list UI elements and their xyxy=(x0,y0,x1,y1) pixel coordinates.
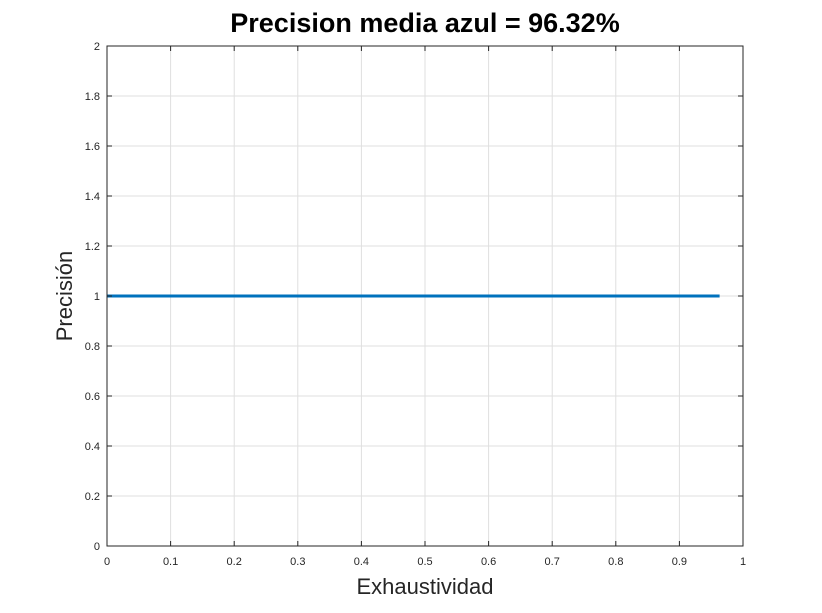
x-tick-label: 0.8 xyxy=(608,556,623,568)
y-tick-label: 0.6 xyxy=(85,391,100,403)
chart-title: Precision media azul = 96.32% xyxy=(230,8,619,38)
y-axis-label: Precisión xyxy=(52,251,77,341)
y-tick-label: 0.8 xyxy=(85,341,100,353)
y-tick-label: 0.4 xyxy=(85,441,100,453)
x-tick-label: 1 xyxy=(740,556,746,568)
x-tick-label: 0.2 xyxy=(227,556,242,568)
y-tick-label: 1.4 xyxy=(85,191,100,203)
x-tick-label: 0.4 xyxy=(354,556,369,568)
y-tick-label: 1.8 xyxy=(85,91,100,103)
x-tick-label: 0.6 xyxy=(481,556,496,568)
x-tick-label: 0.7 xyxy=(545,556,560,568)
axis-ticks: 0 0.1 0.2 0.3 0.4 0.5 0.6 0.7 0.8 0.9 1 0 0.2 0.4 0.6 0… xyxy=(85,41,746,568)
x-axis-label: Exhaustividad xyxy=(357,574,494,599)
x-tick-label: 0.9 xyxy=(672,556,687,568)
y-tick-label: 0.2 xyxy=(85,491,100,503)
x-tick-label: 0.3 xyxy=(290,556,305,568)
y-tick-label: 0 xyxy=(94,541,100,553)
x-tick-label: 0.5 xyxy=(417,556,432,568)
y-tick-label: 1.6 xyxy=(85,141,100,153)
y-tick-label: 1 xyxy=(94,291,100,303)
x-tick-label: 0 xyxy=(104,556,110,568)
y-tick-label: 2 xyxy=(94,41,100,53)
x-tick-label: 0.1 xyxy=(163,556,178,568)
y-tick-label: 1.2 xyxy=(85,241,100,253)
